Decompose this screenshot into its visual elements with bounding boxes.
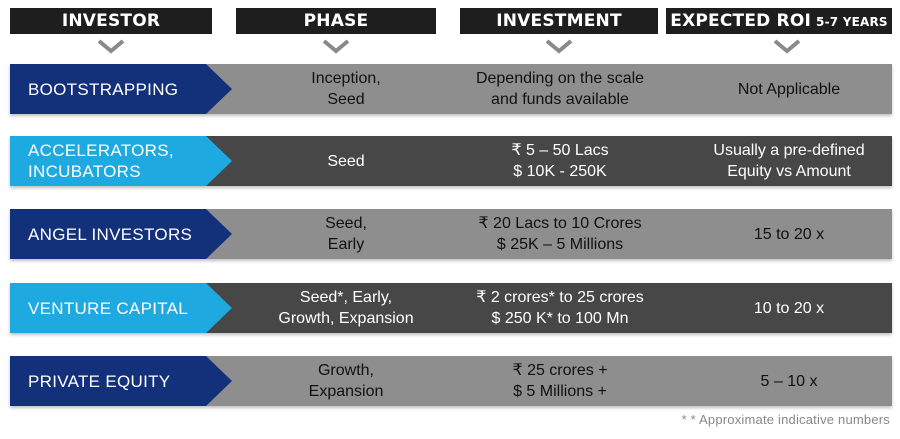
investor-tag-arrow [10,209,232,259]
phase-line: Seed, [325,215,367,232]
header-roi-label: EXPECTED ROI [670,11,812,31]
header-phase-label: PHASE [303,11,369,31]
investment-line: ₹ 20 Lacs to 10 Crores [478,215,642,232]
investor-tag-arrow [10,356,232,406]
chevron-down-icon [545,39,573,54]
investment-cell: ₹ 20 Lacs to 10 Crores $ 25K – 5 Million… [460,209,660,259]
investment-cell: ₹ 2 crores* to 25 crores $ 250 K* to 100… [460,283,660,333]
investor-label-line: INCUBATORS [28,162,141,181]
investment-line: $ 25K – 5 Millions [496,236,624,253]
phase-cell: Growth, Expansion [246,356,446,406]
roi-line: Not Applicable [737,80,841,98]
header-investment: INVESTMENT [460,8,658,34]
phase-line: Early [327,236,365,253]
investor-tag-arrow [10,136,232,186]
roi-cell: Usually a pre-defined Equity vs Amount [678,136,900,186]
roi-line: 15 to 20 x [753,225,825,243]
investor-label: BOOTSTRAPPING [28,64,218,114]
phase-line: Growth, Expansion [278,310,414,327]
footnote: * * Approximate indicative numbers [681,412,890,427]
header-roi: EXPECTED ROI 5-7 YEARS [666,8,892,34]
roi-cell: 10 to 20 x [678,283,900,333]
investment-cell: ₹ 5 – 50 Lacs $ 10K - 250K [460,136,660,186]
investor-tag-arrow [10,283,232,333]
phase-line: Seed [327,91,365,108]
phase-line: Seed [327,152,365,170]
row-angel-investors: ANGEL INVESTORS Seed, Early ₹ 20 Lacs to… [10,209,892,259]
roi-cell: Not Applicable [678,64,900,114]
row-private-equity: PRIVATE EQUITY Growth, Expansion ₹ 25 cr… [10,356,892,406]
roi-line: 5 – 10 x [760,372,818,390]
investment-line: Depending on the scale [475,70,645,87]
header-roi-suffix: 5-7 YEARS [816,15,888,29]
investment-line: $ 5 Millions + [513,383,607,400]
investor-label-line: VENTURE CAPITAL [28,298,189,318]
phase-cell: Seed*, Early, Growth, Expansion [246,283,446,333]
phase-line: Growth, [317,362,374,379]
chevron-down-icon [773,39,801,54]
investor-label-line: ACCELERATORS, [28,141,174,160]
investor-label-line: PRIVATE EQUITY [28,371,171,391]
row-accelerators: ACCELERATORS, INCUBATORS Seed ₹ 5 – 50 L… [10,136,892,186]
phase-cell: Seed [246,136,446,186]
investment-line: $ 10K - 250K [513,163,607,180]
row-bootstrapping: BOOTSTRAPPING Inception, Seed Depending … [10,64,892,114]
investor-label-line: BOOTSTRAPPING [28,79,179,99]
chevron-down-icon [322,39,350,54]
phase-line: Seed*, Early, [299,289,393,306]
investment-cell: ₹ 25 crores + $ 5 Millions + [460,356,660,406]
phase-line: Expansion [308,383,384,400]
header-investor-label: INVESTOR [61,11,161,31]
investor-label: ACCELERATORS, INCUBATORS [28,136,218,186]
investment-line: and funds available [491,91,629,108]
investment-line: ₹ 5 – 50 Lacs [511,142,609,159]
roi-line: 10 to 20 x [753,299,825,317]
roi-line: Equity vs Amount [727,163,851,180]
investor-label-line: ANGEL INVESTORS [28,224,193,244]
investor-tag-arrow [10,64,232,114]
investment-line: ₹ 25 crores + [512,362,608,379]
roi-cell: 15 to 20 x [678,209,900,259]
investment-cell: Depending on the scale and funds availab… [460,64,660,114]
roi-cell: 5 – 10 x [678,356,900,406]
investment-line: ₹ 2 crores* to 25 crores [476,289,644,306]
investor-label: PRIVATE EQUITY [28,356,218,406]
header-investor: INVESTOR [10,8,212,34]
header-investment-label: INVESTMENT [496,11,622,31]
phase-line: Inception, [311,70,381,87]
investor-label: ANGEL INVESTORS [28,209,218,259]
investor-label: VENTURE CAPITAL [28,283,218,333]
phase-cell: Inception, Seed [246,64,446,114]
roi-line: Usually a pre-defined [713,142,865,159]
phase-cell: Seed, Early [246,209,446,259]
header-phase: PHASE [236,8,436,34]
investment-line: $ 250 K* to 100 Mn [491,310,629,327]
chevron-down-icon [97,39,125,54]
row-venture-capital: VENTURE CAPITAL Seed*, Early, Growth, Ex… [10,283,892,333]
